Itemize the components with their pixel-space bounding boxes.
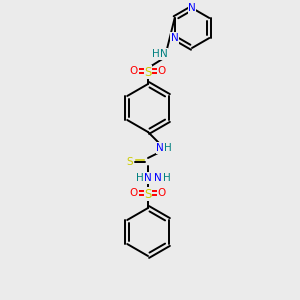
Text: N: N [156,143,164,153]
Text: S: S [144,188,152,200]
Text: S: S [127,157,133,167]
Text: O: O [158,188,166,198]
Text: S: S [144,65,152,79]
Text: O: O [130,66,138,76]
Text: H: H [164,143,172,153]
Text: H: H [163,173,171,183]
Text: N: N [188,3,196,13]
Text: N: N [144,173,152,183]
Text: O: O [130,188,138,198]
Text: H: H [152,49,160,59]
Text: N: N [171,33,178,43]
Text: O: O [158,66,166,76]
Text: N: N [160,49,168,59]
Text: H: H [136,173,144,183]
Text: N: N [154,173,162,183]
